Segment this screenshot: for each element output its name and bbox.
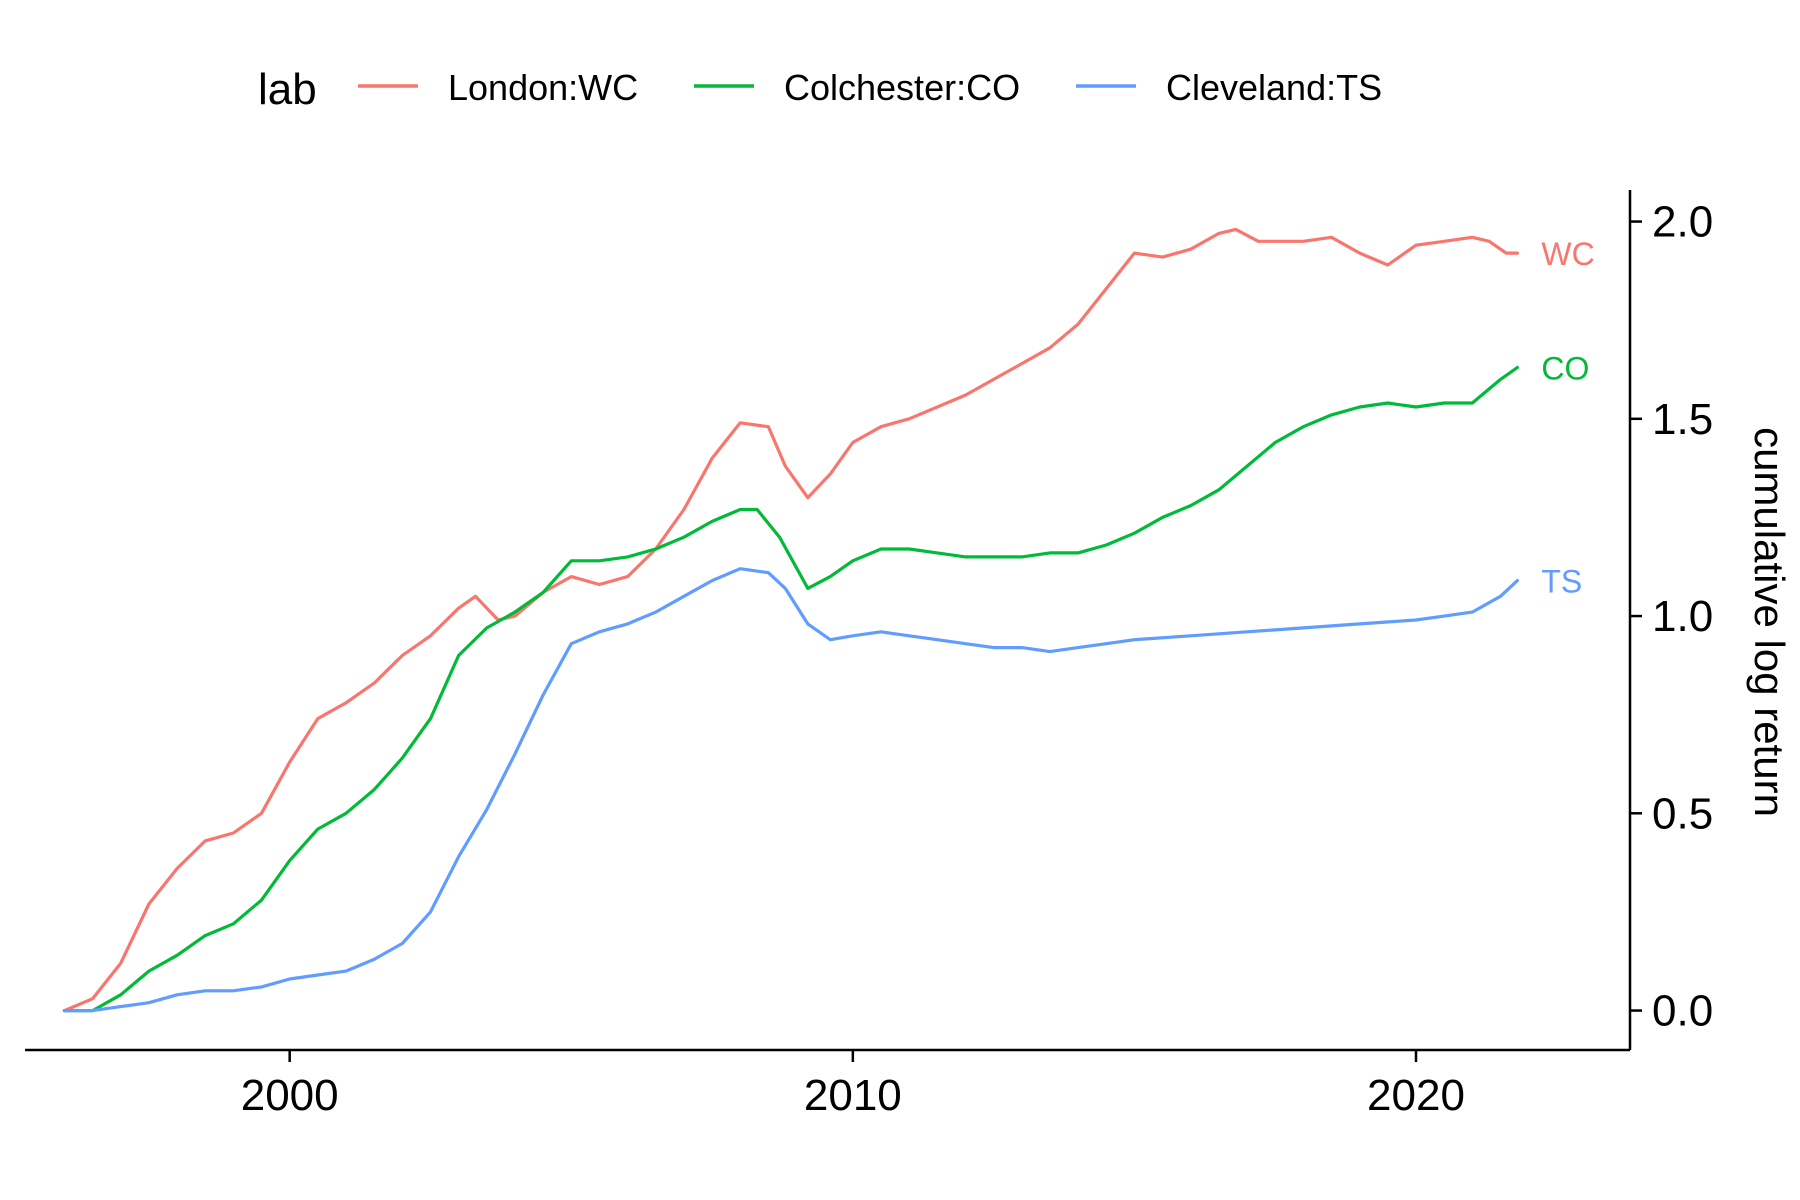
y-axis-title: cumulative log return xyxy=(1746,427,1793,817)
legend-title: lab xyxy=(258,65,317,114)
x-tick-label-2020: 2020 xyxy=(1367,1071,1465,1120)
y-tick-label-0-5: 0.5 xyxy=(1652,789,1713,838)
y-tick-label-1-0: 1.0 xyxy=(1652,592,1713,641)
plot-lines xyxy=(62,227,1519,1013)
x-tick-label-2010: 2010 xyxy=(804,1071,902,1120)
end-labels: WC CO TS xyxy=(1541,236,1594,599)
series-line-ts xyxy=(62,567,1519,1013)
series-line-wc xyxy=(62,227,1519,1013)
y-tick-label-2-0: 2.0 xyxy=(1652,198,1713,247)
end-label-co: CO xyxy=(1541,351,1589,387)
legend-label-co: Colchester:CO xyxy=(784,67,1020,108)
y-axis: 0.0 0.5 1.0 1.5 2.0 xyxy=(1628,190,1713,1050)
y-tick-label-0-0: 0.0 xyxy=(1652,987,1713,1036)
y-tick-label-1-5: 1.5 xyxy=(1652,395,1713,444)
legend: lab London:WC Colchester:CO Cleveland:TS xyxy=(258,65,1382,114)
x-tick-label-2000: 2000 xyxy=(241,1071,339,1120)
series-line-co xyxy=(62,365,1519,1013)
legend-label-wc: London:WC xyxy=(448,67,638,108)
end-label-wc: WC xyxy=(1541,236,1594,272)
end-label-ts: TS xyxy=(1541,564,1582,600)
x-axis: 2000 2010 2020 xyxy=(25,1048,1630,1120)
legend-label-ts: Cleveland:TS xyxy=(1166,67,1382,108)
